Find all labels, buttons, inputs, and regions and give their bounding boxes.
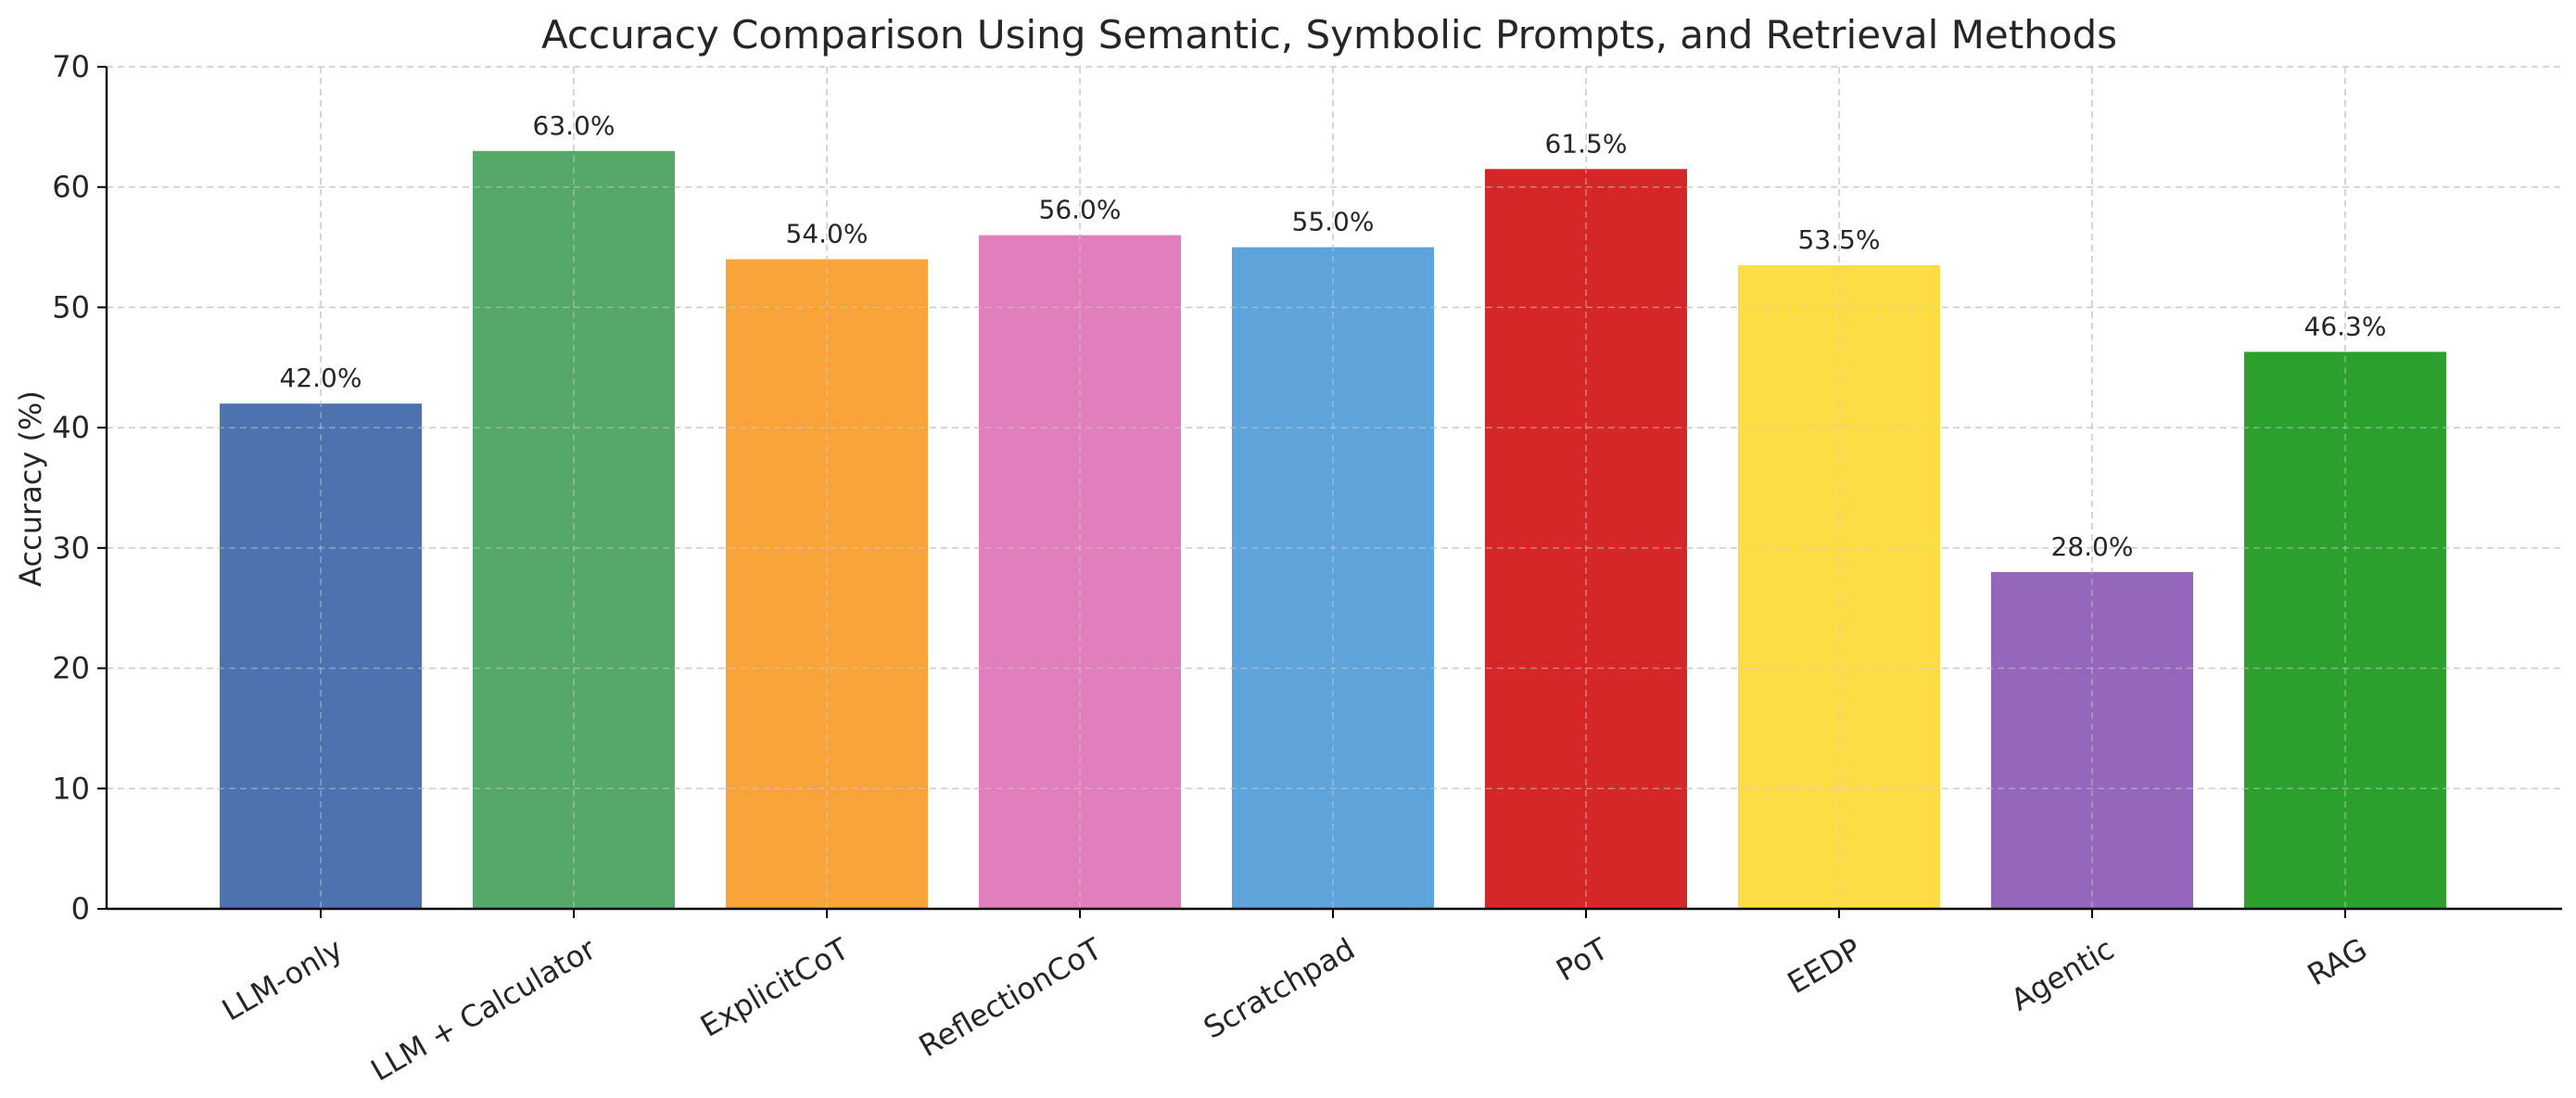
y-tick-label: 70 bbox=[52, 49, 90, 84]
axes bbox=[97, 66, 2562, 918]
data-label: 46.3% bbox=[2304, 311, 2387, 341]
data-label: 28.0% bbox=[2051, 531, 2134, 562]
data-label: 42.0% bbox=[280, 363, 362, 393]
y-tick-label: 50 bbox=[52, 289, 90, 325]
y-tick-label: 60 bbox=[52, 170, 90, 205]
y-tick-label: 20 bbox=[52, 651, 90, 686]
data-label: 54.0% bbox=[786, 219, 869, 249]
y-axis-label: Accuracy (%) bbox=[13, 390, 48, 587]
data-label: 63.0% bbox=[533, 110, 615, 141]
y-tick-label: 0 bbox=[71, 891, 90, 926]
data-label: 55.0% bbox=[1292, 207, 1375, 237]
y-tick-label: 10 bbox=[52, 771, 90, 806]
data-label: 53.5% bbox=[1798, 224, 1881, 255]
data-label: 61.5% bbox=[1545, 128, 1628, 159]
y-tick-label: 30 bbox=[52, 530, 90, 566]
data-label: 56.0% bbox=[1039, 195, 1122, 225]
y-tick-label: 40 bbox=[52, 410, 90, 445]
chart-title: Accuracy Comparison Using Semantic, Symb… bbox=[541, 12, 2117, 57]
